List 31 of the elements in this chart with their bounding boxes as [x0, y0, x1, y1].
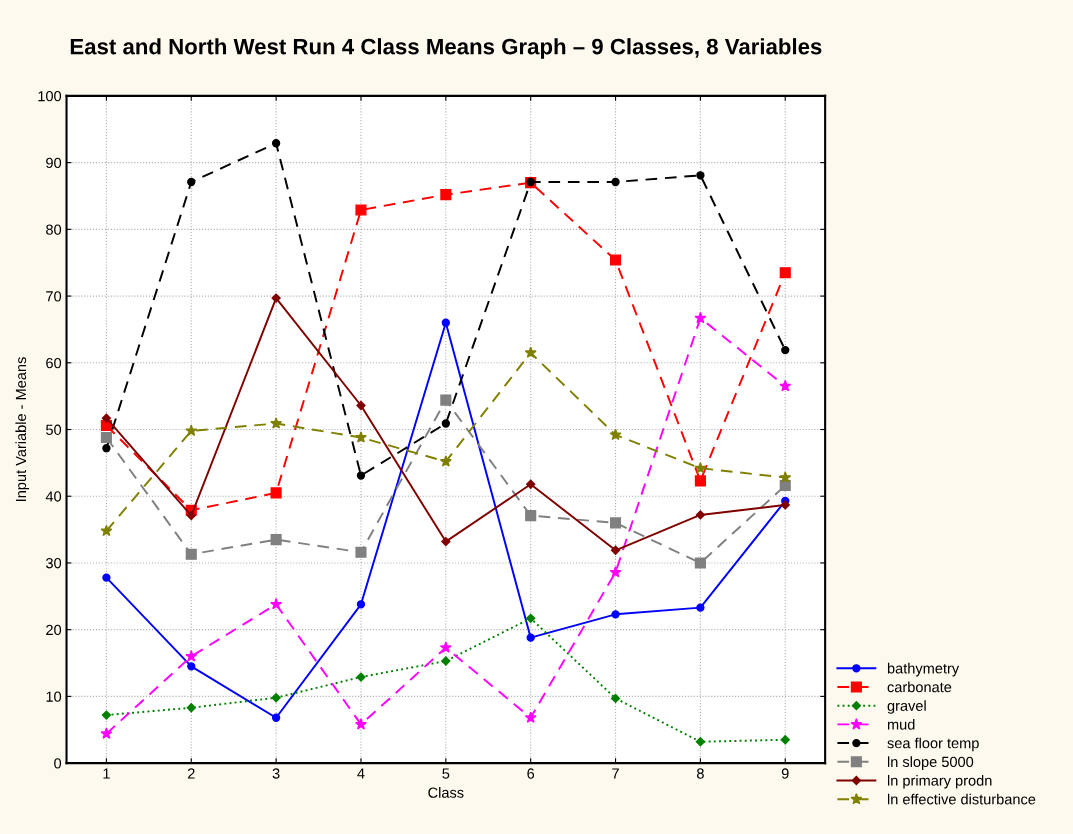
y-tick-label: 70 [46, 291, 62, 302]
x-tick-label: 6 [527, 768, 535, 779]
y-tick-label: 80 [46, 224, 62, 235]
y-tick-label: 60 [46, 357, 62, 369]
y-axis-title: Input Variable - Means [15, 357, 29, 501]
y-tick-label: 90 [46, 157, 62, 169]
y-tick-label: 10 [46, 691, 62, 702]
x-tick-label: 8 [696, 768, 704, 779]
x-tick-label: 9 [781, 768, 789, 779]
chart-title: East and North West Run 4 Class Means Graph – 9 Classes, 8 Variables [70, 38, 822, 59]
y-tick-label: 0 [54, 758, 62, 769]
legend-label: ln slope 5000 [887, 756, 974, 770]
x-tick-label: 5 [442, 768, 450, 779]
y-tick-label: 100 [38, 91, 62, 102]
x-axis-title: Class [428, 787, 464, 798]
y-tick-label: 40 [45, 491, 62, 502]
legend-label: bathymetry [887, 662, 960, 677]
y-tick-label: 50 [46, 424, 62, 435]
x-tick-label: 4 [357, 768, 365, 779]
y-tick-label: 20 [46, 624, 62, 636]
legend-label: sea floor temp [887, 737, 979, 752]
legend-label: gravel [887, 700, 926, 714]
y-tick-label: 30 [46, 558, 62, 569]
legend-label: ln primary prodn [887, 775, 992, 789]
legend-label: carbonate [887, 681, 952, 693]
legend-label: mud [887, 718, 915, 730]
x-tick-label: 2 [187, 768, 195, 779]
legend-label: ln effective disturbance [887, 793, 1036, 805]
x-tick-label: 1 [103, 768, 110, 779]
x-tick-label: 7 [612, 768, 619, 779]
x-tick-label: 3 [272, 768, 280, 779]
